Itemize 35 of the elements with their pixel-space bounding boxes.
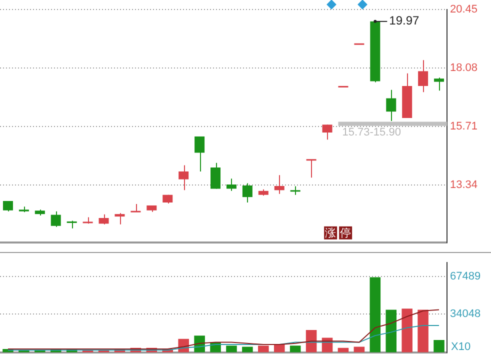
candlestick (226, 178, 236, 192)
y-tick-label: 13.34 (450, 178, 478, 191)
bar (402, 308, 412, 352)
candlestick (210, 162, 221, 190)
candlestick (194, 136, 205, 172)
candlestick (242, 182, 252, 203)
candlestick (98, 214, 109, 225)
annotation: 涨停 (325, 227, 352, 240)
candlestick (386, 89, 396, 122)
band-label: 15.73-15.90 (342, 126, 401, 138)
candlestick (274, 174, 284, 194)
y-tick-label: 20.45 (450, 4, 478, 16)
bar (290, 346, 301, 352)
text: X10 (451, 340, 471, 353)
annotation: 19.97 (389, 14, 420, 28)
candlestick (2, 200, 13, 212)
bar (258, 346, 269, 352)
candlestick (322, 124, 332, 140)
candlestick (50, 210, 61, 228)
y-tick-label: 67489 (450, 270, 481, 283)
candlestick (434, 77, 444, 92)
bar (386, 310, 397, 352)
y-tick-label: 34048 (450, 308, 481, 320)
bar (434, 340, 444, 352)
bar (242, 346, 253, 352)
y-tick-label: 15.71 (450, 120, 478, 132)
candlestick (114, 212, 125, 225)
bar (226, 346, 237, 352)
bar (418, 310, 428, 352)
bar (370, 277, 381, 352)
bar (274, 344, 285, 352)
candlestick (178, 164, 189, 191)
candlestick (306, 159, 316, 178)
candlestick (418, 60, 428, 93)
y-tick-label: 18.08 (450, 62, 478, 74)
